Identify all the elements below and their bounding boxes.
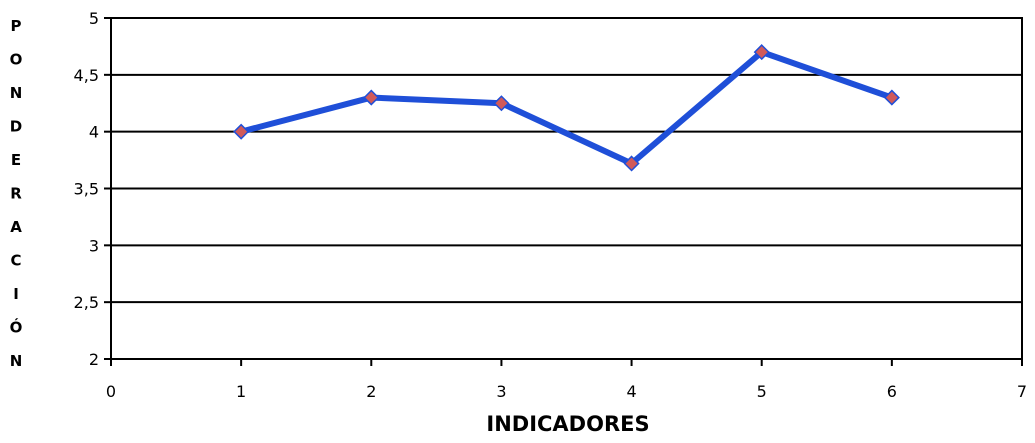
- x-tick-label-3: 3: [496, 382, 506, 401]
- y-tick-label-3: 3,5: [74, 180, 99, 199]
- series-group: [233, 44, 900, 172]
- y-tick-label-2: 3: [89, 236, 99, 255]
- y-tick-labels: 2 2,5 3 3,5 4 4,5 5: [74, 9, 99, 369]
- y-tick-label-1: 2,5: [74, 293, 99, 312]
- data-point-2: [363, 89, 380, 106]
- x-tick-label-0: 0: [106, 382, 116, 401]
- data-point-3: [493, 95, 510, 112]
- x-tick-label-1: 1: [236, 382, 246, 401]
- x-tick-labels: 0 1 2 3 4 5 6 7: [106, 382, 1027, 401]
- data-point-4: [623, 155, 640, 172]
- y-tick-label-5: 4,5: [74, 66, 99, 85]
- x-tick-label-6: 6: [887, 382, 897, 401]
- data-point-1: [233, 123, 250, 140]
- axes: [104, 17, 1023, 366]
- data-point-5: [753, 44, 770, 61]
- y-tick-label-4: 4: [89, 123, 99, 142]
- series-line-0: [238, 49, 895, 167]
- plot-frame: [110, 17, 1023, 360]
- x-tick-label-5: 5: [757, 382, 767, 401]
- x-axis-title: INDICADORES: [486, 412, 649, 436]
- data-point-6: [883, 89, 900, 106]
- x-tick-label-7: 7: [1017, 382, 1027, 401]
- grid-lines: [111, 17, 1022, 360]
- x-tick-label-2: 2: [366, 382, 376, 401]
- y-tick-label-6: 5: [89, 9, 99, 28]
- y-tick-label-0: 2: [89, 350, 99, 369]
- x-tick-label-4: 4: [626, 382, 636, 401]
